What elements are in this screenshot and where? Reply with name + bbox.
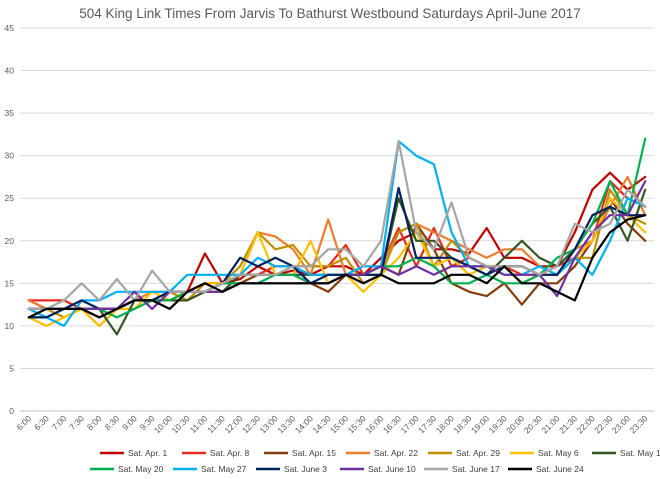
x-tick-label: 19:00 [469,413,491,435]
x-tick-label: 11:30 [205,413,227,435]
legend-item: Sat. May 6 [510,448,579,458]
legend-label: Sat. June 24 [536,464,584,474]
x-tick-label: 23:00 [610,413,632,435]
legend-item: Sat. June 10 [340,464,416,474]
x-tick-label: 22:00 [575,413,597,435]
series-line-3 [27,197,647,319]
x-tick-label: 12:00 [222,413,244,435]
legend-item: Sat. June 24 [508,464,584,474]
x-tick-label: 12:30 [240,413,262,435]
x-tick-label: 10:30 [170,413,192,435]
legend-item: Sat. June 3 [256,464,327,474]
y-axis-ticks: 0 5 10 15 20 25 30 35 40 45 [5,23,15,416]
x-tick-label: 21:00 [539,413,561,435]
x-tick-label: 6:30 [32,413,51,432]
x-tick-label: 18:00 [434,413,456,435]
x-tick-label: 14:00 [293,413,315,435]
legend-label: Sat. June 17 [452,464,500,474]
legend-item: Sat. May 13 [592,448,660,458]
x-tick-label: 19:30 [487,413,509,435]
x-tick-label: 16:00 [363,413,385,435]
x-tick-label: 23:30 [627,413,649,435]
y-tick-label: 30 [5,151,15,161]
x-tick-label: 16:30 [381,413,403,435]
legend-label: Sat. Apr. 15 [292,448,336,458]
gridlines [20,27,654,412]
legend: Sat. Apr. 1 Sat. Apr. 8 Sat. Apr. 15 Sat. A… [90,448,660,474]
legend-label: Sat. Apr. 8 [210,448,249,458]
x-tick-label: 14:30 [310,413,332,435]
legend-label: Sat. May 27 [201,464,247,474]
y-tick-label: 0 [9,406,14,416]
series-line-10 [27,186,647,319]
y-tick-label: 5 [9,363,14,373]
x-tick-label: 17:30 [416,413,438,435]
legend-label: Sat. May 6 [538,448,579,458]
series-line-13 [27,214,647,319]
x-tick-label: 8:00 [85,413,104,432]
series-lines [27,137,647,336]
y-tick-label: 10 [5,321,15,331]
x-tick-label: 6:00 [14,413,33,432]
legend-item: Sat. Apr. 29 [428,448,500,458]
legend-label: Sat. June 10 [368,464,416,474]
x-tick-label: 20:30 [522,413,544,435]
legend-item: Sat. Apr. 1 [100,448,167,458]
legend-item: Sat. June 17 [424,464,500,474]
x-axis-ticks: 6:006:307:007:308:008:309:009:3010:0010:… [14,413,649,435]
legend-label: Sat. May 20 [118,464,164,474]
series-line-9 [27,140,647,327]
x-tick-label: 15:00 [328,413,350,435]
legend-label: Sat. Apr. 22 [374,448,418,458]
x-tick-label: 20:00 [504,413,526,435]
x-tick-label: 22:30 [592,413,614,435]
y-tick-label: 25 [5,193,15,203]
x-tick-label: 7:30 [67,413,86,432]
x-tick-label: 13:30 [275,413,297,435]
legend-item: Sat. May 27 [173,464,247,474]
y-tick-label: 20 [5,236,15,246]
legend-label: Sat. May 13 [620,448,660,458]
x-tick-label: 21:30 [557,413,579,435]
x-tick-label: 18:30 [451,413,473,435]
y-tick-label: 40 [5,66,15,76]
legend-item: Sat. Apr. 15 [264,448,336,458]
x-tick-label: 11:00 [188,413,210,435]
series-line-12 [27,140,647,310]
chart-title: 504 King Link Times From Jarvis To Bathu… [79,6,581,21]
legend-item: Sat. Apr. 22 [346,448,418,458]
legend-label: Sat. June 3 [284,464,327,474]
x-tick-label: 9:00 [120,413,139,432]
y-tick-label: 15 [5,278,15,288]
x-tick-label: 7:00 [50,413,69,432]
x-tick-label: 10:00 [152,413,174,435]
legend-item: Sat. Apr. 8 [182,448,249,458]
legend-label: Sat. Apr. 1 [128,448,167,458]
y-tick-label: 45 [5,23,15,33]
x-tick-label: 13:00 [258,413,280,435]
x-tick-label: 8:30 [103,413,122,432]
legend-item: Sat. May 20 [90,464,164,474]
legend-label: Sat. Apr. 29 [456,448,500,458]
x-tick-label: 17:00 [399,413,421,435]
x-tick-label: 15:30 [346,413,368,435]
y-tick-label: 35 [5,108,15,118]
